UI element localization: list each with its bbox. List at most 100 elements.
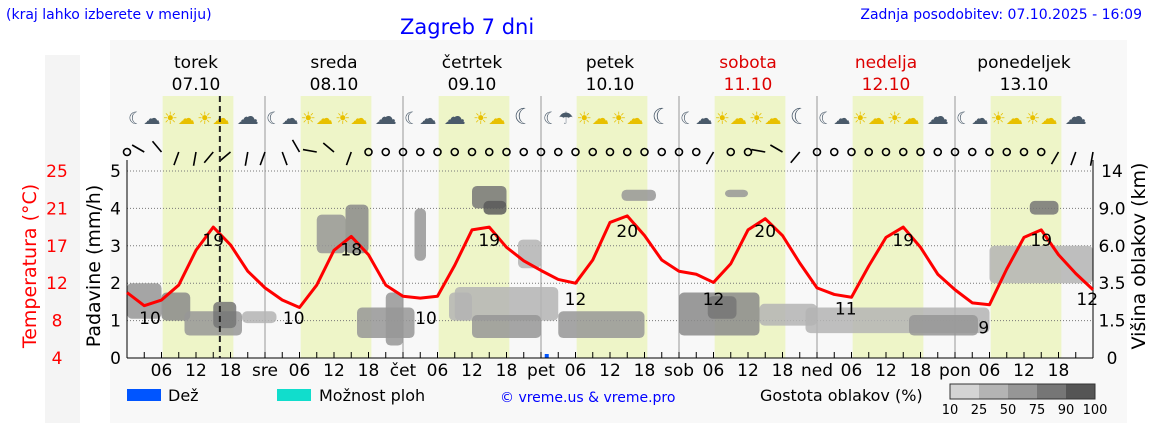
x-tick-label: 06 — [703, 361, 725, 381]
temp-axis-panel — [45, 55, 80, 423]
rain-bar — [544, 354, 549, 358]
wind-calm-icon — [726, 147, 736, 157]
sun-cloud-icon: ☀☁ — [577, 109, 609, 129]
x-tick-label: pet — [527, 361, 555, 381]
wind-calm-icon — [1036, 147, 1046, 157]
temp-label: 10 — [139, 309, 161, 329]
day-name: nedelja — [855, 53, 917, 73]
temp-label: 18 — [340, 240, 362, 260]
cloud-blob — [483, 200, 507, 215]
rain-legend-swatch — [127, 389, 161, 401]
cloud-blob — [909, 314, 978, 336]
wind-calm-icon — [1019, 147, 1029, 157]
temp-label: 19 — [202, 231, 224, 251]
cloud-blob — [472, 314, 541, 339]
wind-barb-icon — [302, 148, 317, 153]
sun-cloud-icon: ☀☁ — [887, 109, 919, 129]
temp-tick-label: 17 — [46, 237, 68, 257]
rain-legend-label: Dež — [168, 386, 199, 405]
temp-tick-label: 8 — [52, 312, 63, 332]
temp-label: 9 — [978, 318, 989, 338]
cloud-density-swatch — [1008, 384, 1037, 399]
wind-calm-icon — [1002, 147, 1012, 157]
night-cloud-icon: ☾☁ — [956, 109, 988, 129]
cloud-height-tick-label: 6.0 — [1098, 237, 1125, 257]
wind-barb-icon — [281, 151, 288, 166]
day-name: sreda — [310, 53, 357, 73]
cloud-icon: ☁ — [237, 105, 259, 130]
temp-label: 10 — [415, 309, 437, 329]
night-drizzle-icon: ☾☂ — [543, 109, 573, 129]
cloud-blob — [558, 311, 645, 339]
cloud-density-swatch — [1066, 384, 1095, 399]
cloud-blob — [414, 208, 426, 261]
cloud-blob — [989, 245, 1093, 284]
wind-calm-icon — [812, 147, 822, 157]
sun-cloud-icon: ☀☁ — [335, 109, 367, 129]
x-tick-label: 12 — [185, 361, 207, 381]
x-tick-label: 12 — [875, 361, 897, 381]
wind-calm-icon — [691, 147, 701, 157]
cloud-blob — [242, 311, 277, 324]
cloud-density-level: 75 — [1029, 403, 1046, 418]
cloud-blob — [707, 296, 737, 319]
temp-label: 12 — [1076, 290, 1098, 310]
cloud-density-scale-border — [949, 383, 1096, 400]
wind-barb-icon — [291, 139, 301, 153]
night-cloud-icon: ☾☁ — [680, 109, 712, 129]
cloud-blob — [345, 204, 369, 254]
showers-legend-label: Možnost ploh — [319, 386, 425, 405]
page-title: Zagreb 7 dni — [400, 15, 535, 39]
wind-calm-icon — [605, 147, 615, 157]
wind-calm-icon — [553, 147, 563, 157]
sun-cloud-icon: ☀☁ — [473, 109, 505, 129]
temp-label: 20 — [754, 222, 776, 242]
x-tick-label: 12 — [737, 361, 759, 381]
night-cloud-icon: ☾☁ — [404, 109, 436, 129]
wind-calm-icon — [622, 147, 632, 157]
cloud-icon: ☁ — [927, 105, 949, 130]
x-tick-label: 18 — [772, 361, 794, 381]
wind-calm-icon — [450, 147, 460, 157]
x-tick-label: 18 — [358, 361, 380, 381]
wind-calm-icon — [536, 147, 546, 157]
wind-barb-icon — [173, 151, 180, 166]
wind-calm-icon — [881, 147, 891, 157]
night-cloud-icon: ☾☁ — [128, 109, 160, 129]
cloud-density-level: 100 — [1083, 403, 1108, 418]
wind-calm-icon — [829, 147, 839, 157]
wind-calm-icon — [519, 147, 529, 157]
day-date: 08.10 — [310, 75, 359, 95]
day-date: 12.10 — [862, 75, 911, 95]
day-date: 11.10 — [724, 75, 773, 95]
wind-calm-icon — [433, 147, 442, 157]
wind-barb-icon — [151, 140, 163, 153]
wind-calm-icon — [933, 147, 943, 157]
wind-barb-icon — [259, 151, 266, 166]
day-name: sobota — [719, 53, 777, 73]
temp-label: 10 — [283, 309, 305, 329]
cloud-blob — [454, 286, 559, 321]
night-clear-icon: ☾ — [652, 105, 672, 130]
last-updated: Zadnja posodobitev: 07.10.2025 - 16:09 — [860, 7, 1142, 23]
cloud-density-level: 25 — [971, 403, 988, 418]
sun-cloud-icon: ☀☁ — [301, 109, 333, 129]
wind-barb-icon — [322, 142, 335, 153]
wind-calm-icon — [657, 147, 667, 157]
cloud-height-axis-title: Višina oblakov (km) — [1128, 163, 1150, 350]
x-tick-label: 18 — [496, 361, 518, 381]
cloud-height-tick-label: 3.5 — [1098, 274, 1125, 294]
cloud-blob — [759, 303, 817, 326]
x-tick-label: ned — [801, 361, 833, 381]
cloud-blob — [1029, 200, 1059, 215]
night-clear-icon: ☾ — [790, 105, 810, 130]
wind-barb-icon — [705, 151, 715, 165]
cloud-height-tick-label: 9.0 — [1098, 199, 1125, 219]
sun-cloud-icon: ☀☁ — [1025, 109, 1057, 129]
x-tick-label: 12 — [599, 361, 621, 381]
cloud-density-level: 10 — [942, 403, 959, 418]
cloud-density-swatch — [979, 384, 1008, 399]
night-cloud-icon: ☾☁ — [818, 109, 850, 129]
precip-tick-label: 1 — [110, 312, 121, 332]
